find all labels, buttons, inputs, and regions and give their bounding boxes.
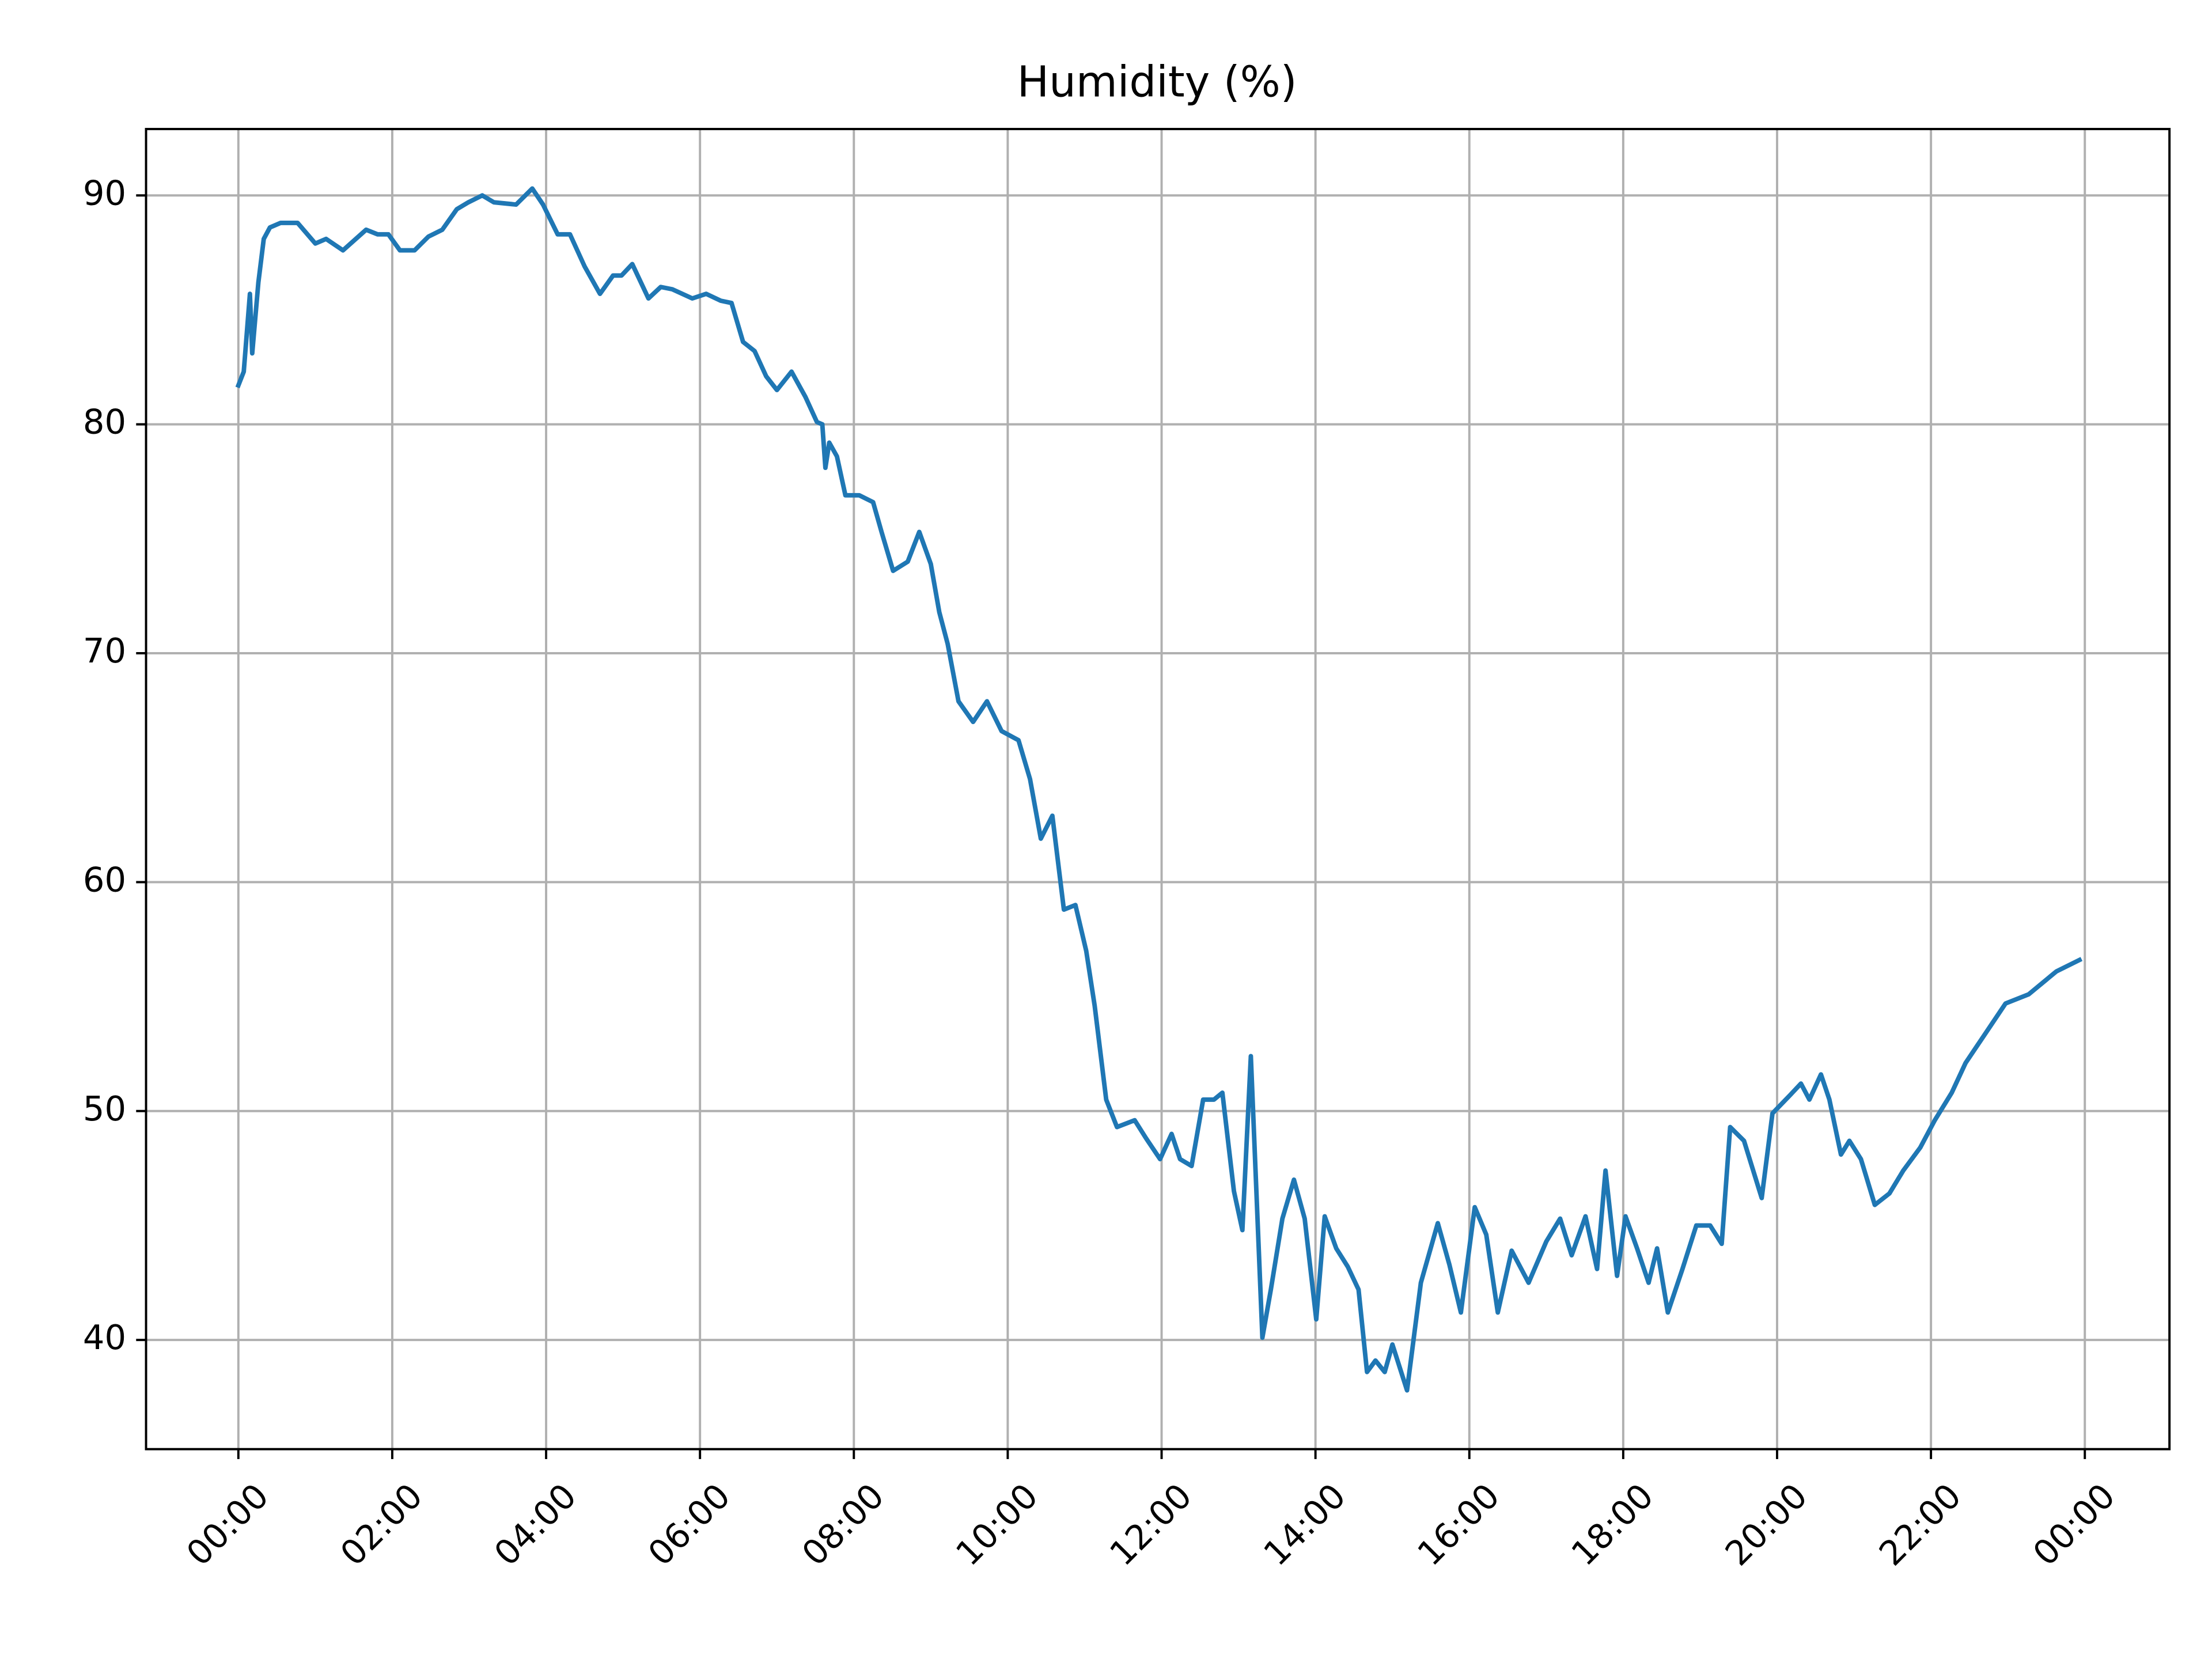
line-series: [235, 186, 2083, 1393]
axes-frame: [145, 128, 2171, 1450]
y-tick-label: 80: [83, 402, 126, 442]
plot: [235, 186, 2083, 1393]
y-tick-label: 90: [83, 173, 126, 213]
y-tick-label: 60: [83, 859, 126, 899]
y-tick-label: 50: [83, 1089, 126, 1128]
y-tick-label: 40: [83, 1317, 126, 1357]
chart-title: Humidity (%): [1017, 58, 1297, 107]
y-tick-label: 70: [83, 631, 126, 671]
